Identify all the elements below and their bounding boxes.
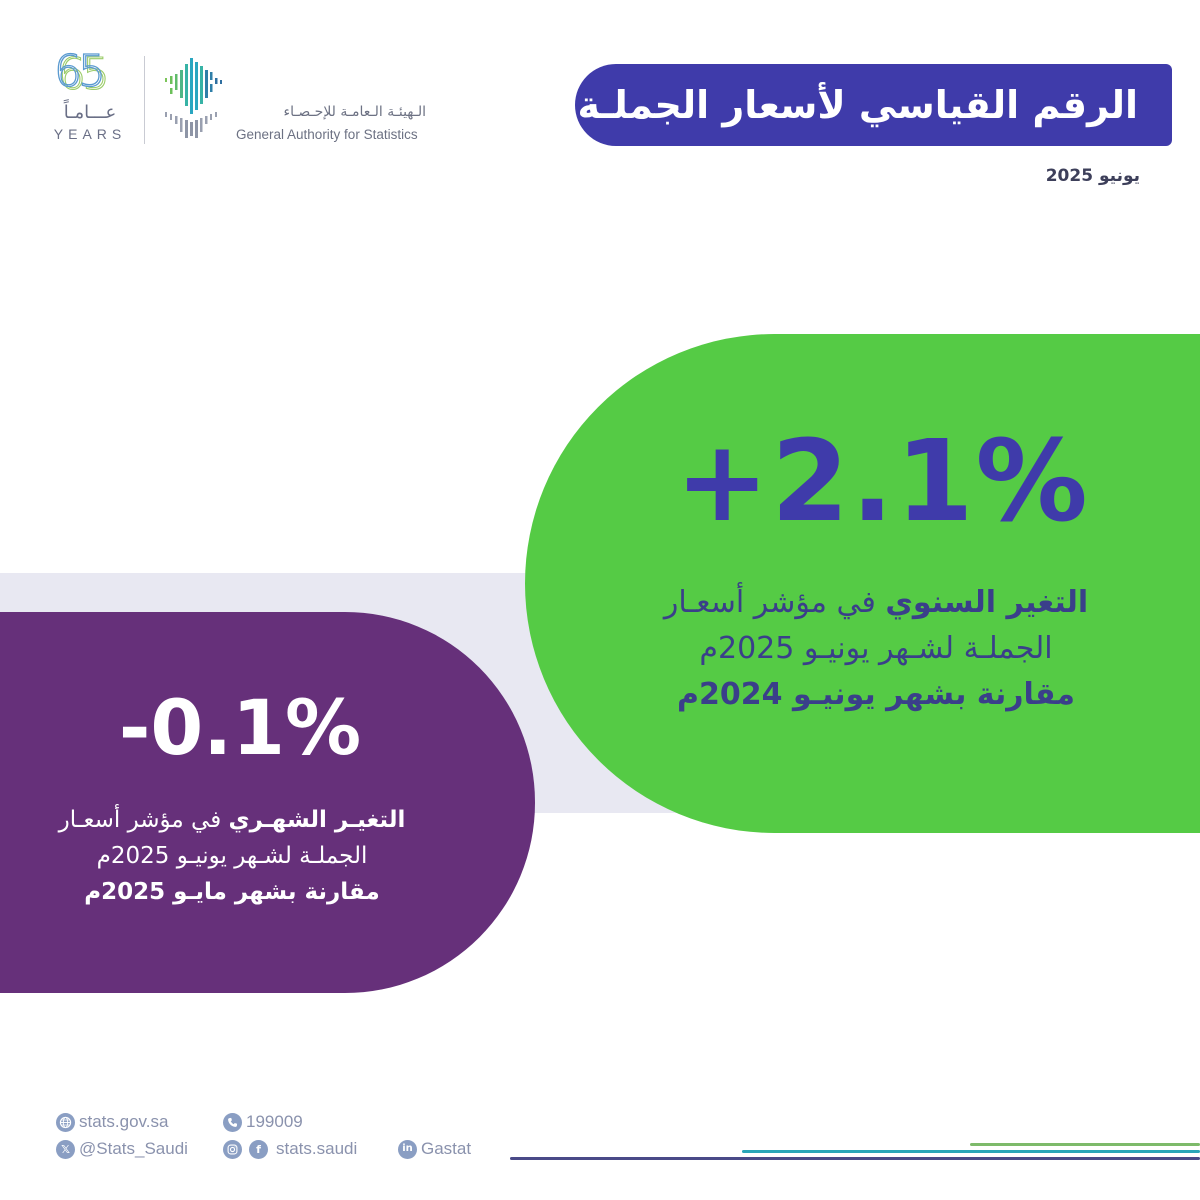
annual-desc-line-1-regular: في مؤشر أسعـار <box>663 585 886 620</box>
annual-desc-line-2-regular: الجملـة لشـهر يونيـو 2025م <box>699 631 1053 666</box>
anniversary-label-en: YEARS <box>53 126 127 142</box>
instagram-icon <box>223 1139 242 1159</box>
linkedin-icon: in <box>398 1139 417 1159</box>
monthly-change-value: -0.1% <box>118 683 362 772</box>
annual-change-card: +2.1% التغير السنوي في مؤشر أسعـار الجمل… <box>525 334 1200 833</box>
monthly-desc-line-1: التغيـر الشهـري في مؤشر أسعـار <box>50 802 414 838</box>
anniversary-number-shadow: 65 <box>57 48 110 100</box>
annual-desc-line-3: مقارنة بشهر يونيـو 2024م <box>645 672 1107 718</box>
monthly-desc-line-1-regular: في مؤشر أسعـار <box>58 807 229 833</box>
period-label: يونيو 2025 <box>1045 166 1140 186</box>
phone-link[interactable]: 199009 <box>223 1112 303 1132</box>
monthly-desc-line-1-bold: التغيـر الشهـري <box>228 807 406 833</box>
linkedin-link[interactable]: in Gastat <box>398 1139 471 1159</box>
annual-desc-line-3-bold: مقارنة بشهر يونيـو 2024م <box>677 677 1075 712</box>
annual-change-description: التغير السنوي في مؤشر أسعـار الجملـة لشـ… <box>645 580 1107 718</box>
instagram-facebook-text: stats.saudi <box>276 1139 358 1158</box>
website-text: stats.gov.sa <box>79 1112 169 1131</box>
gastat-logo-icon <box>165 58 222 138</box>
anniversary-65-logo: 65 65 عـــامـاً YEARS <box>52 45 132 148</box>
x-icon: 𝕏 <box>56 1139 75 1159</box>
footer-line-teal <box>742 1150 1200 1153</box>
logo-divider <box>144 56 145 144</box>
phone-icon <box>223 1112 242 1132</box>
annual-desc-line-1: التغير السنوي في مؤشر أسعـار <box>645 580 1107 626</box>
anniversary-label-ar: عـــامـاً <box>63 102 117 123</box>
title-banner: الرقم القياسي لأسعار الجملـة <box>575 64 1172 146</box>
annual-desc-line-2: الجملـة لشـهر يونيـو 2025م <box>645 626 1107 672</box>
globe-icon <box>56 1112 75 1132</box>
monthly-change-card: -0.1% التغيـر الشهـري في مؤشر أسعـار الج… <box>0 612 535 993</box>
monthly-desc-line-2-regular: الجملـة لشـهر يونيـو 2025م <box>96 843 368 869</box>
footer-line-purple <box>510 1157 1200 1160</box>
org-name-ar: الـهيئـة الـعامـة للإحـصـاء <box>283 104 426 120</box>
monthly-desc-line-3: مقارنة بشهر مايـو 2025م <box>50 874 414 910</box>
page-title: الرقم القياسي لأسعار الجملـة <box>577 83 1139 127</box>
phone-text: 199009 <box>246 1112 303 1131</box>
annual-desc-line-1-bold: التغير السنوي <box>885 585 1089 620</box>
monthly-desc-line-2: الجملـة لشـهر يونيـو 2025م <box>50 838 414 874</box>
annual-change-value: +2.1% <box>675 417 1090 547</box>
website-link[interactable]: stats.gov.sa <box>56 1112 168 1132</box>
facebook-icon: f <box>249 1139 268 1159</box>
monthly-change-description: التغيـر الشهـري في مؤشر أسعـار الجملـة ل… <box>50 802 414 910</box>
anniversary-number: 65 <box>53 45 106 97</box>
monthly-desc-line-3-bold: مقارنة بشهر مايـو 2025م <box>84 879 380 905</box>
x-text: @Stats_Saudi <box>79 1139 188 1158</box>
x-link[interactable]: 𝕏 @Stats_Saudi <box>56 1139 188 1159</box>
instagram-facebook-link[interactable]: f stats.saudi <box>223 1139 357 1159</box>
org-name-en: General Authority for Statistics <box>236 127 418 142</box>
footer-line-green <box>970 1143 1200 1146</box>
linkedin-text: Gastat <box>421 1139 472 1158</box>
